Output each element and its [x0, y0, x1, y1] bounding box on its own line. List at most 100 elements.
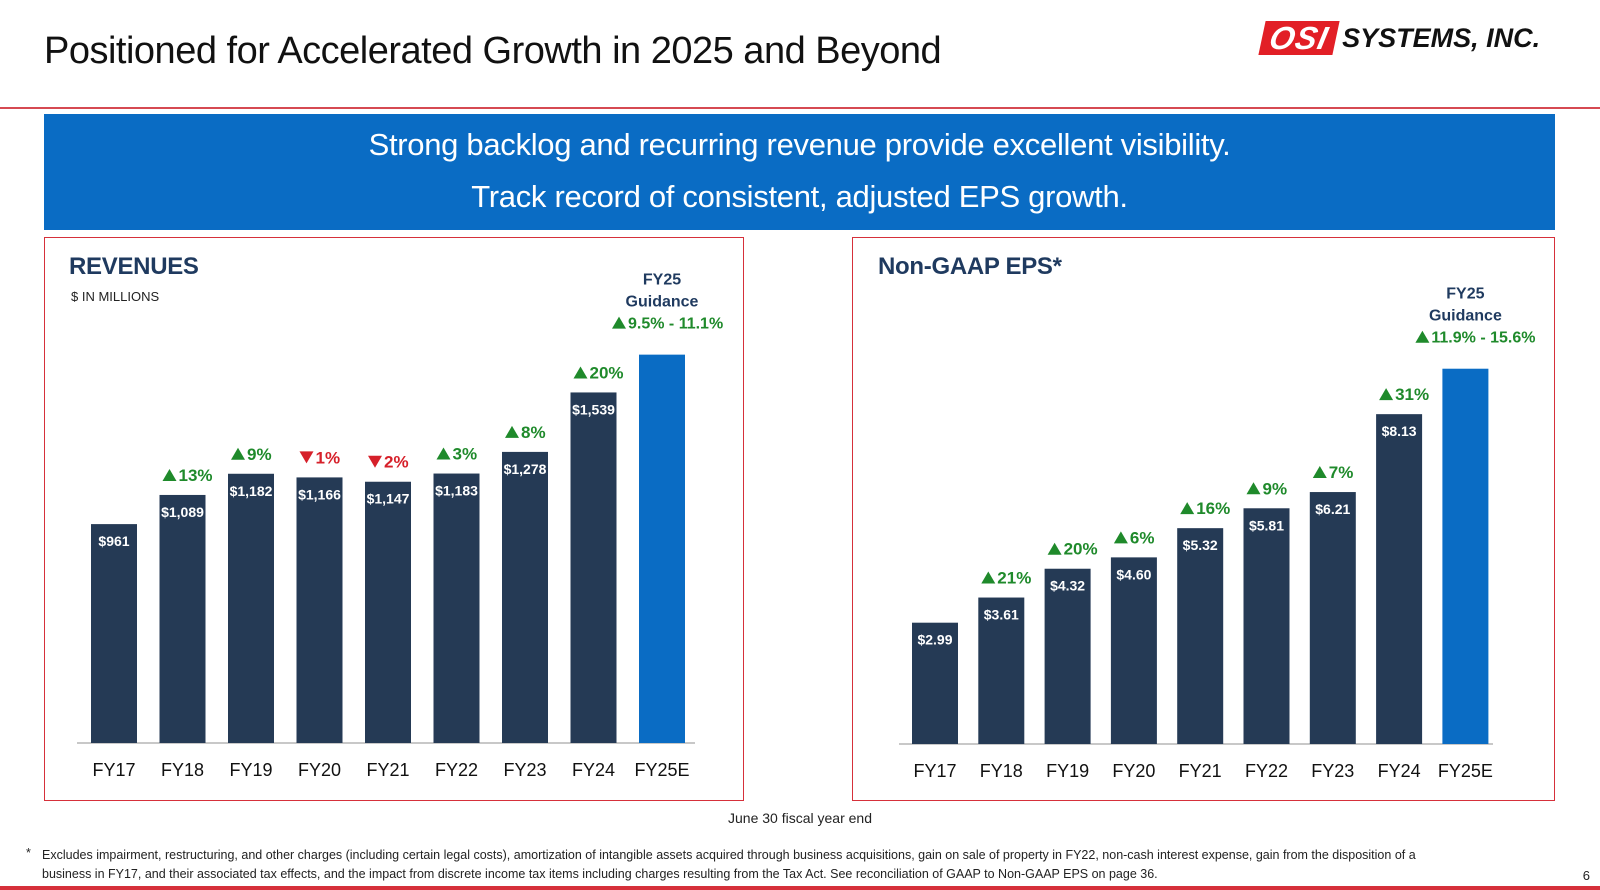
guidance-subtitle: Guidance — [1429, 308, 1502, 325]
bottom-divider — [0, 886, 1600, 890]
guidance-range: 11.9% - 15.6% — [1431, 330, 1535, 347]
up-arrow-icon — [573, 366, 588, 379]
bar-value-label: $5.32 — [1183, 537, 1218, 553]
chart-subtitle: $ IN MILLIONS — [71, 289, 160, 304]
up-arrow-icon — [1113, 531, 1128, 544]
data-bar — [502, 451, 548, 743]
category-tick-label: FY21 — [1179, 761, 1222, 781]
category-tick-label: FY17 — [92, 760, 135, 780]
chart-title: Non-GAAP EPS* — [878, 253, 1062, 280]
up-arrow-icon — [1180, 502, 1195, 515]
category-tick-label: FY22 — [435, 760, 478, 780]
up-arrow-icon — [1312, 466, 1327, 479]
growth-label: 6% — [1130, 528, 1155, 547]
up-arrow-icon — [981, 571, 996, 584]
growth-label: 2% — [384, 453, 409, 472]
data-bar — [570, 392, 617, 743]
growth-label: 20% — [1064, 540, 1098, 559]
data-bar — [1044, 568, 1091, 744]
chart-title: REVENUES — [69, 253, 199, 280]
logo-text: SYSTEMS, INC. — [1342, 22, 1541, 53]
growth-label: 9% — [1263, 479, 1288, 498]
category-tick-label: FY24 — [572, 760, 615, 780]
eps-chart-panel: Non-GAAP EPS* $2.99 FY17 $3.61 21% FY18 $4.32… — [852, 237, 1555, 801]
category-tick-label: FY25E — [634, 760, 689, 780]
category-tick-label: FY24 — [1378, 761, 1421, 781]
page-number: 6 — [1582, 868, 1590, 883]
company-logo: OSI SYSTEMS, INC. — [1258, 20, 1541, 56]
growth-label: 1% — [316, 448, 341, 467]
category-tick-label: FY19 — [229, 760, 272, 780]
data-bar — [365, 481, 411, 743]
guidance-range: 9.5% - 11.1% — [628, 316, 723, 333]
data-bar — [1110, 557, 1157, 744]
category-tick-label: FY20 — [1112, 761, 1155, 781]
guidance-title: FY25 — [643, 272, 681, 289]
up-arrow-icon — [1379, 388, 1394, 401]
growth-label: 9% — [247, 445, 272, 464]
guidance-bar — [1442, 368, 1489, 744]
bar-value-label: $961 — [98, 533, 129, 549]
guidance-bar — [639, 354, 685, 743]
bar-value-label: $1,539 — [572, 401, 615, 417]
growth-label: 3% — [453, 445, 478, 464]
data-bar — [1243, 508, 1290, 744]
fiscal-year-note: June 30 fiscal year end — [728, 810, 872, 826]
category-tick-label: FY18 — [161, 760, 204, 780]
up-arrow-icon — [1415, 330, 1430, 343]
guidance-title: FY25 — [1446, 286, 1484, 303]
bar-value-label: $2.99 — [917, 632, 952, 648]
data-bar — [1309, 492, 1356, 744]
data-bar — [433, 473, 480, 743]
up-arrow-icon — [436, 447, 451, 460]
data-bar — [159, 494, 206, 743]
data-bar — [296, 477, 343, 743]
bar-value-label: $4.60 — [1116, 566, 1151, 582]
footnote-marker: * — [26, 846, 31, 860]
growth-label: 21% — [997, 569, 1031, 588]
highlight-banner: Strong backlog and recurring revenue pro… — [44, 114, 1555, 230]
eps-chart: $2.99 FY17 $3.61 21% FY18 $4.32 20% FY19 $4.60 6%… — [899, 286, 1535, 781]
category-tick-label: FY23 — [1311, 761, 1354, 781]
up-arrow-icon — [231, 447, 245, 460]
bar-value-label: $1,147 — [367, 491, 410, 507]
bar-value-label: $3.61 — [984, 607, 1019, 623]
category-tick-label: FY20 — [298, 760, 341, 780]
growth-label: 13% — [179, 466, 213, 485]
data-bar — [1177, 528, 1224, 744]
data-bar — [228, 473, 274, 743]
bar-value-label: $1,182 — [230, 483, 273, 499]
growth-label: 20% — [590, 363, 624, 382]
category-tick-label: FY19 — [1046, 761, 1089, 781]
up-arrow-icon — [1246, 482, 1261, 495]
bar-value-label: $1,183 — [435, 483, 478, 499]
revenues-chart: $961 FY17 $1,089 13% FY18 $1,182 9% FY19 $1,166 1… — [77, 272, 723, 780]
growth-label: 8% — [521, 423, 546, 442]
page-title: Positioned for Accelerated Growth in 202… — [44, 30, 942, 72]
banner-line-2: Track record of consistent, adjusted EPS… — [471, 179, 1128, 214]
bar-value-label: $1,166 — [298, 486, 341, 502]
logo-mark: OSI — [1258, 20, 1340, 56]
category-tick-label: FY25E — [1438, 761, 1493, 781]
bar-value-label: $4.32 — [1050, 578, 1085, 594]
up-arrow-icon — [612, 316, 626, 329]
data-bar — [978, 597, 1025, 744]
guidance-subtitle: Guidance — [626, 294, 699, 311]
down-arrow-icon — [299, 451, 314, 464]
category-tick-label: FY17 — [913, 761, 956, 781]
bar-value-label: $1,089 — [161, 504, 204, 520]
growth-label: 16% — [1196, 499, 1230, 518]
data-bar — [1376, 414, 1423, 744]
bar-value-label: $5.81 — [1249, 517, 1284, 533]
down-arrow-icon — [368, 455, 382, 468]
category-tick-label: FY21 — [366, 760, 409, 780]
bar-value-label: $6.21 — [1315, 501, 1350, 517]
header-divider — [0, 107, 1600, 109]
growth-label: 7% — [1329, 463, 1354, 482]
bar-value-label: $8.13 — [1382, 423, 1417, 439]
growth-label: 31% — [1395, 385, 1429, 404]
data-bar — [91, 524, 137, 743]
category-tick-label: FY23 — [503, 760, 546, 780]
data-bar — [912, 622, 958, 744]
up-arrow-icon — [1047, 542, 1062, 555]
